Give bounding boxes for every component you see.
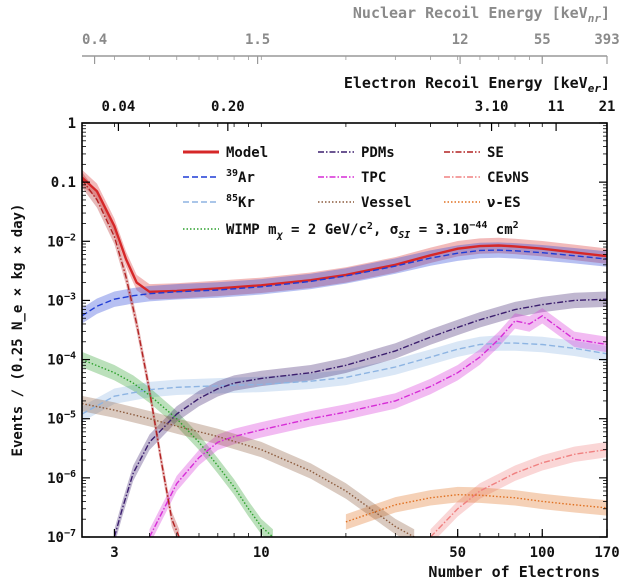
nr-tick-label: 1.5 — [245, 32, 270, 48]
legend-label: PDMs — [361, 145, 395, 161]
pdms-line — [113, 298, 607, 537]
legend: Model PDMs SE 39Ar TPC CEνNS 85Kr Vessel ν-ES WIM… — [183, 145, 529, 241]
nr-tick-label: 0.4 — [82, 32, 107, 48]
x-tick-label: 3 — [110, 545, 118, 561]
x-axis-label: Number of Electrons — [428, 563, 600, 581]
legend-label: SE — [487, 145, 504, 161]
y-tick-label: 10−6 — [47, 469, 76, 487]
39ar-line — [82, 249, 607, 317]
nr-tick-label: 12 — [452, 32, 469, 48]
x-tick-label: 50 — [449, 545, 466, 561]
tpc-line — [148, 314, 607, 537]
series-lines — [82, 176, 607, 537]
y-tick-label: 10−4 — [47, 351, 76, 369]
vessel-line — [82, 402, 415, 537]
er-tick-label: 11 — [548, 99, 565, 115]
vessel-band — [82, 395, 415, 537]
tpc-band — [149, 308, 607, 537]
85kr-line — [82, 342, 607, 415]
nr-tick-label: 55 — [534, 32, 551, 48]
x-tick-label: 100 — [530, 545, 555, 561]
ce-ns-line — [429, 448, 607, 537]
se-line — [82, 179, 180, 537]
wimp-m-2-gev-c-si-3-10-44-cm-band — [82, 351, 273, 537]
y-tick-label: 0.1 — [51, 175, 76, 191]
se-band — [82, 172, 180, 537]
legend-label: ν-ES — [487, 195, 521, 211]
er-tick-label: 21 — [599, 99, 616, 115]
y-tick-label: 10−7 — [47, 528, 76, 546]
y-axis-label: Events / (0.25 N_e × kg × day) — [10, 204, 26, 457]
legend-label: WIMP mχ = 2 GeV/c2, σSI = 3.10−44 cm2 — [226, 220, 519, 241]
y-tick-label: 10−2 — [47, 232, 76, 250]
y-tick-label: 10−5 — [47, 410, 76, 428]
x-tick-label: 170 — [594, 545, 619, 561]
85kr-band — [82, 335, 607, 422]
er-tick-label: 3.10 — [475, 99, 509, 115]
nr-tick-label: 393 — [594, 32, 619, 48]
es-line — [345, 493, 607, 523]
legend-label: CEνNS — [487, 170, 529, 186]
er-axis-label: Electron Recoil Energy [keVer] — [344, 74, 610, 95]
axes: 10−7 10−6 10−5 10−4 10−3 10−2 0.1 1 3 10 50 100 170 0… — [47, 4, 620, 561]
ce-ns-band — [430, 441, 607, 537]
legend-label: Vessel — [361, 195, 412, 211]
legend-label: Model — [226, 145, 268, 161]
legend-label: 39Ar — [226, 168, 255, 186]
er-tick-label: 0.04 — [102, 99, 136, 115]
er-tick-label: 0.20 — [211, 99, 245, 115]
y-tick-label: 10−3 — [47, 291, 76, 309]
nr-axis-label: Nuclear Recoil Energy [keVnr] — [353, 4, 610, 25]
plot-frame — [81, 122, 608, 538]
legend-label: 85Kr — [226, 193, 255, 211]
39ar-band — [82, 242, 607, 324]
x-tick-label: 10 — [253, 545, 270, 561]
wimp-m-2-gev-c-si-3-10-44-cm-line — [82, 358, 274, 537]
legend-label: TPC — [361, 170, 386, 186]
uncertainty-bands — [82, 169, 607, 537]
model-band — [82, 169, 607, 300]
es-band — [345, 486, 607, 530]
y-tick-label: 1 — [68, 116, 76, 132]
model-line — [82, 176, 607, 294]
